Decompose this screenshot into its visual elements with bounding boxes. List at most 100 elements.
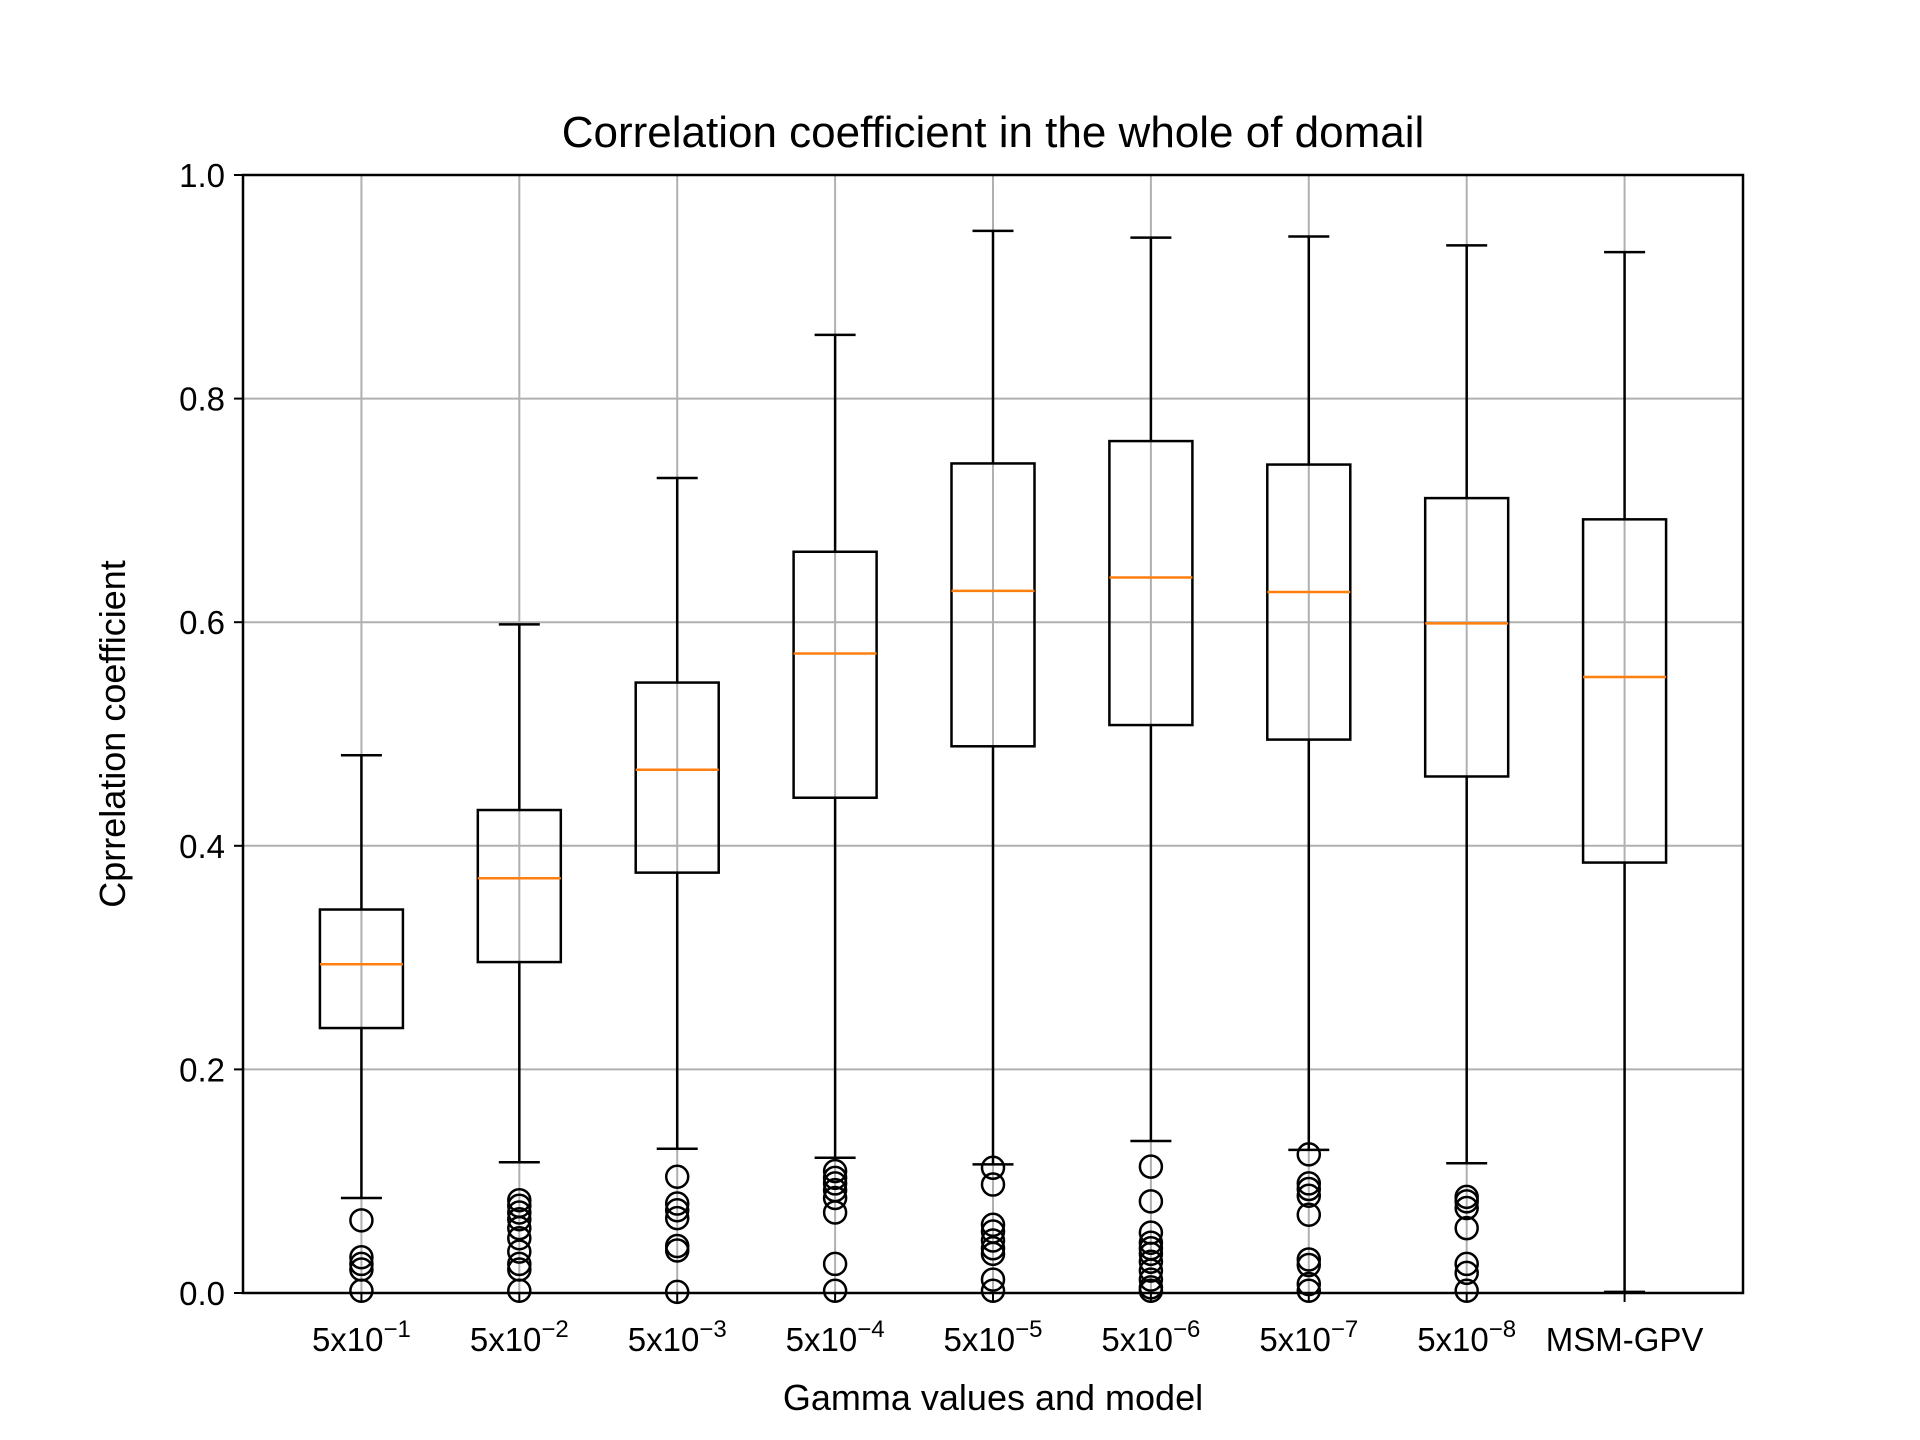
box-group <box>1423 244 1510 1304</box>
outlier-point <box>507 1187 532 1213</box>
y-tick-label: 0.8 <box>179 381 225 418</box>
outlier-point <box>664 1238 690 1263</box>
x-tick-label-base: MSM-GPV <box>1546 1321 1704 1358</box>
x-tick-label-base: 5x10 <box>312 1321 384 1358</box>
x-tick-label-exponent: −8 <box>1489 1316 1516 1343</box>
outlier-point <box>1138 1258 1164 1283</box>
outlier-point <box>980 1228 1006 1253</box>
x-tick-label: 5x10−8 <box>1417 1316 1516 1358</box>
x-tick-label-base: 5x10 <box>1259 1321 1331 1358</box>
outlier-point <box>980 1267 1006 1292</box>
outlier-point <box>507 1200 532 1225</box>
iqr-box <box>634 681 720 874</box>
outlier-point <box>1296 1142 1322 1167</box>
outlier-point <box>980 1212 1006 1238</box>
outlier-point <box>1454 1195 1479 1221</box>
x-tick-label: 5x10−1 <box>312 1316 411 1358</box>
chart-title: Correlation coefficient in the whole of … <box>562 108 1425 157</box>
outlier-point <box>1296 1252 1322 1278</box>
outlier-point <box>1138 1230 1164 1255</box>
y-tick-label: 0.4 <box>179 828 225 865</box>
outlier-point <box>664 1198 690 1223</box>
outlier-point <box>1138 1154 1164 1179</box>
outlier-point <box>822 1171 848 1196</box>
box-group <box>792 333 878 1304</box>
x-tick-label-exponent: −5 <box>1015 1316 1042 1343</box>
y-tick-label: 1.0 <box>179 157 225 194</box>
x-tick-label-exponent: −6 <box>1173 1316 1200 1343</box>
x-tick-label: 5x10−7 <box>1259 1316 1358 1358</box>
x-tick-label: 5x10−4 <box>786 1316 885 1358</box>
iqr-box <box>318 908 405 1030</box>
box-group <box>318 753 405 1304</box>
iqr-box <box>476 808 563 964</box>
outlier-point <box>822 1158 848 1184</box>
y-tick-label: 0.6 <box>179 604 225 641</box>
outlier-point <box>507 1225 532 1251</box>
outlier-point <box>1454 1260 1479 1286</box>
outlier-point <box>664 1205 690 1231</box>
outlier-point <box>1296 1247 1322 1272</box>
outlier-point <box>822 1251 848 1277</box>
x-tick-label-base: 5x10 <box>470 1321 542 1358</box>
x-tick-label: 5x10−6 <box>1101 1316 1200 1358</box>
outlier-point <box>1138 1267 1164 1292</box>
x-tick-label-base: 5x10 <box>786 1321 858 1358</box>
outlier-point <box>1296 1176 1322 1202</box>
iqr-box <box>1423 496 1510 778</box>
outlier-point <box>349 1251 374 1277</box>
box-group <box>950 229 1036 1304</box>
outlier-point <box>822 1200 848 1225</box>
outlier-point <box>507 1239 532 1264</box>
x-tick-label-base: 5x10 <box>628 1321 700 1358</box>
outlier-point <box>507 1206 532 1232</box>
iqr-box <box>1581 518 1668 864</box>
outlier-point <box>1138 1249 1164 1274</box>
outlier-point <box>980 1236 1006 1261</box>
outlier-point <box>1296 1171 1322 1196</box>
outlier-point <box>1454 1189 1479 1214</box>
outlier-point <box>664 1164 690 1189</box>
outlier-point <box>349 1208 374 1233</box>
iqr-box <box>1266 463 1352 741</box>
box-group <box>1581 250 1668 1294</box>
outlier-point <box>1454 1251 1479 1277</box>
x-tick-label: MSM-GPV <box>1546 1321 1704 1358</box>
outlier-point <box>664 1191 690 1216</box>
outlier-point <box>822 1165 848 1191</box>
iqr-box <box>792 550 878 799</box>
iqr-box <box>950 462 1036 748</box>
y-tick-label: 0.2 <box>179 1051 225 1088</box>
x-tick-label: 5x10−3 <box>628 1316 727 1358</box>
outlier-point <box>1454 1215 1479 1241</box>
outlier-point <box>822 1185 848 1211</box>
x-tick-label-exponent: −3 <box>699 1316 726 1343</box>
x-tick-label: 5x10−2 <box>470 1316 569 1358</box>
outlier-point <box>980 1172 1006 1197</box>
outlier-point <box>507 1251 532 1277</box>
box-group <box>634 476 720 1305</box>
x-tick-label: 5x10−5 <box>944 1316 1043 1358</box>
outlier-point <box>980 1241 1006 1267</box>
x-tick-label-exponent: −2 <box>541 1316 568 1343</box>
iqr-box <box>1108 439 1194 727</box>
x-tick-label-exponent: −1 <box>384 1316 411 1343</box>
y-axis-label: Cprrelation coefficient <box>92 560 133 908</box>
x-tick-label-exponent: −7 <box>1331 1316 1358 1343</box>
x-axis-label: Gamma values and model <box>783 1377 1203 1418</box>
outlier-point <box>1138 1189 1164 1214</box>
box-group <box>476 623 563 1304</box>
outlier-point <box>1138 1241 1164 1267</box>
x-tick-label-base: 5x10 <box>1101 1321 1173 1358</box>
outlier-point <box>1296 1202 1322 1227</box>
x-tick-label-base: 5x10 <box>944 1321 1016 1358</box>
outlier-point <box>349 1244 374 1270</box>
y-tick-label: 0.0 <box>179 1275 225 1312</box>
outlier-point <box>1296 1183 1322 1208</box>
outlier-point <box>980 1155 1006 1181</box>
x-tick-label-exponent: −4 <box>857 1316 884 1343</box>
x-tick-label-base: 5x10 <box>1417 1321 1489 1358</box>
